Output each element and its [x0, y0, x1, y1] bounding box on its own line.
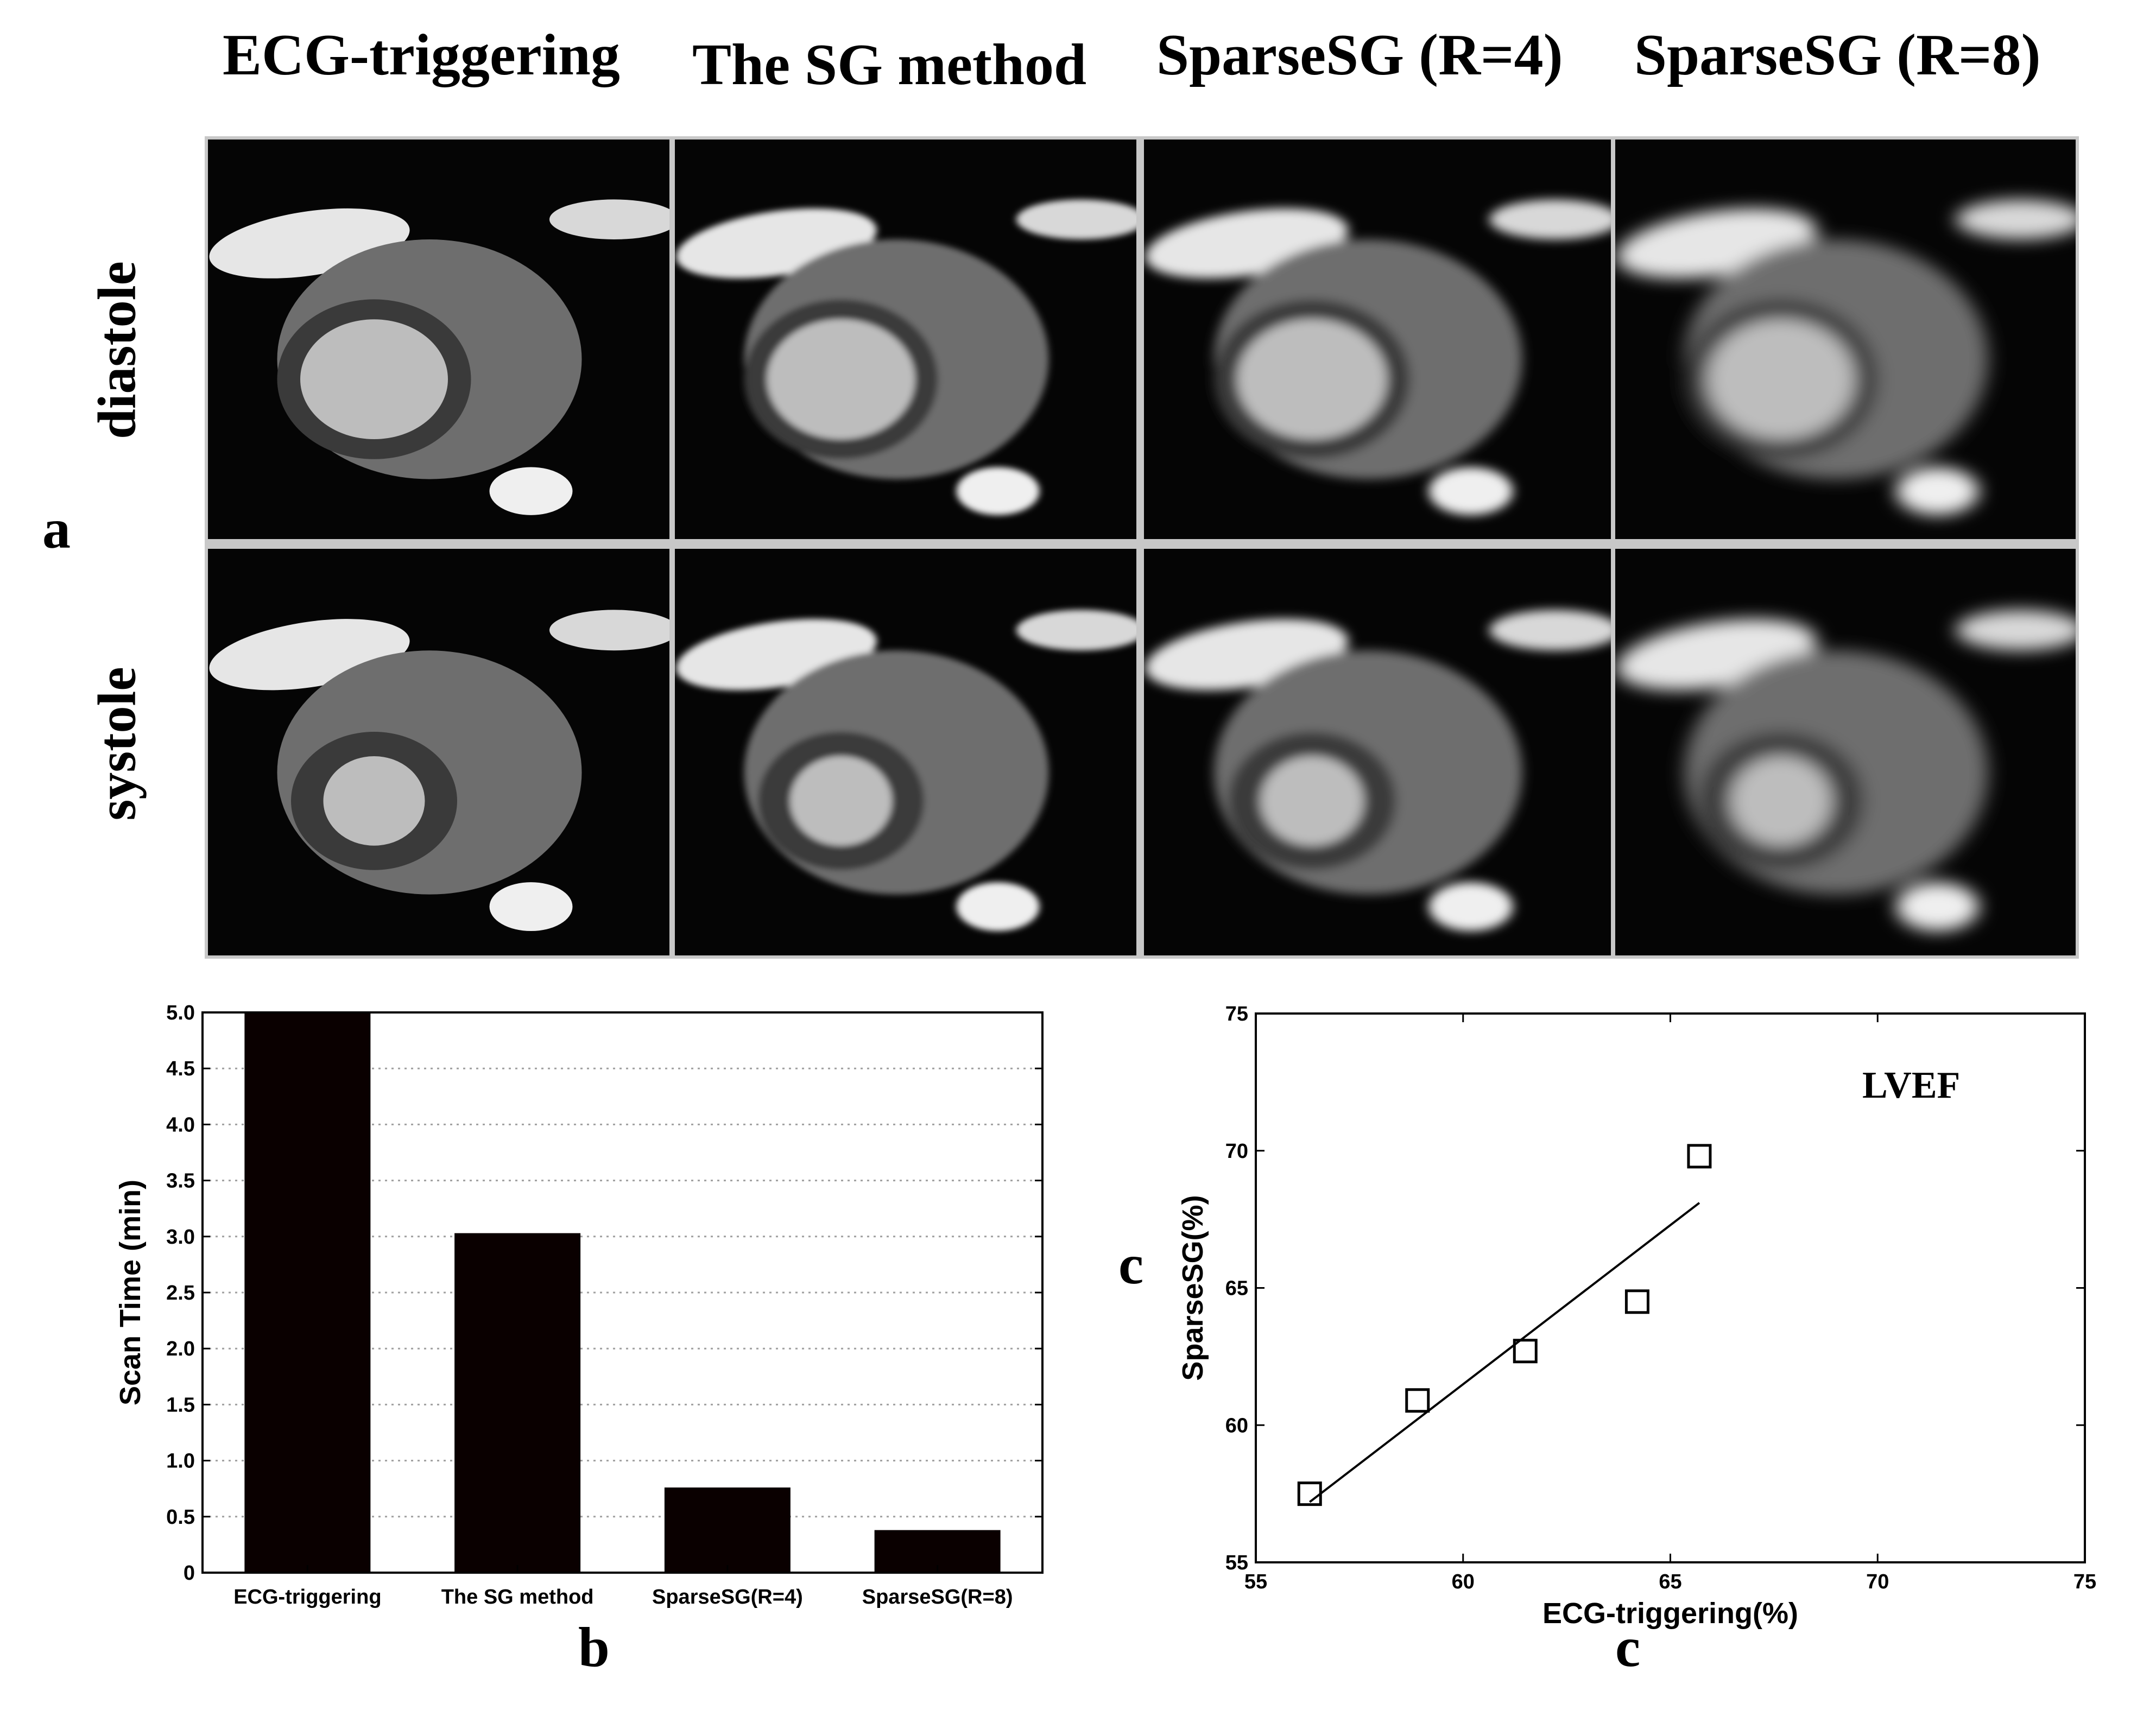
x-tick-label: 65 — [1659, 1570, 1681, 1593]
ventricle-blood-shape — [1261, 756, 1364, 846]
column-title-ecg-triggering: ECG-triggering — [223, 23, 620, 87]
plot-frame — [1255, 1012, 2086, 1563]
x-tick-label: ECG-triggering — [233, 1586, 381, 1608]
aorta-shape — [489, 467, 573, 515]
x-tick-label: The SG method — [441, 1586, 594, 1608]
mri-illustration — [676, 199, 1136, 515]
aorta-shape — [489, 882, 573, 932]
panel-label-c-left: c — [1118, 1233, 1144, 1296]
aorta-shape — [1428, 882, 1513, 932]
mri-illustration — [1145, 610, 1611, 932]
bar — [454, 1233, 581, 1573]
mri-image-sg-systole — [675, 549, 1136, 955]
mri-illustration — [209, 199, 669, 515]
chest-wall-shape — [1489, 610, 1611, 651]
y-tick-label: 2.0 — [166, 1338, 195, 1360]
y-tick-label: 55 — [1225, 1551, 1248, 1574]
column-title-sparsesg-r4: SparseSG (R=4) — [1156, 23, 1563, 87]
ventricle-blood-shape — [1237, 319, 1387, 439]
y-tick-label: 60 — [1225, 1414, 1248, 1437]
regression-line — [1309, 1202, 1700, 1503]
chest-wall-shape — [549, 199, 669, 239]
chest-wall-shape — [1016, 610, 1136, 651]
data-point — [1624, 1289, 1649, 1314]
mri-image-sparsesg-r8-diastole — [1615, 140, 2076, 539]
mri-illustration — [676, 610, 1136, 932]
y-tick-label: 1.5 — [166, 1394, 195, 1416]
lvef-scatter-chart-svg: 55 60 65 70 75 55 60 65 70 75 LVEF ECG-triggering(%… — [1177, 1003, 2096, 1630]
data-point — [1405, 1388, 1430, 1413]
ventricle-blood-shape — [323, 756, 425, 846]
panel-label-c-bottom: c — [1615, 1616, 1641, 1679]
x-tick-label: SparseSG(R=8) — [862, 1586, 1013, 1608]
x-tick-label: 60 — [1452, 1570, 1475, 1593]
lvef-scatter-chart: 55 60 65 70 75 55 60 65 70 75 LVEF ECG-triggering(%… — [1177, 1003, 2096, 1630]
x-tick-label: 70 — [1866, 1570, 1889, 1593]
mri-illustration — [1145, 199, 1611, 515]
bar — [244, 1012, 371, 1573]
y-tick-label: 3.0 — [166, 1226, 195, 1249]
chest-wall-shape — [1956, 610, 2076, 651]
chest-wall-shape — [549, 610, 669, 651]
ventricle-blood-shape — [1730, 756, 1832, 846]
mri-illustration — [1616, 610, 2076, 932]
chest-wall-shape — [1956, 199, 2076, 239]
column-title-sparsesg-r8: SparseSG (R=8) — [1634, 23, 2041, 87]
mri-illustration — [209, 610, 669, 932]
x-tick-label: 75 — [2073, 1570, 2096, 1593]
mri-image-grid — [205, 136, 2079, 959]
y-axis-label: SparseSG(%) — [1177, 1195, 1209, 1380]
panel-label-b: b — [578, 1616, 610, 1679]
y-tick-label: 70 — [1225, 1140, 1248, 1163]
y-tick-label: 75 — [1225, 1003, 1248, 1025]
data-point — [1513, 1339, 1538, 1364]
ventricle-blood-shape — [790, 756, 892, 846]
chest-wall-shape — [1489, 199, 1611, 239]
ventricle-blood-shape — [1707, 319, 1855, 439]
y-tick-label: 5.0 — [166, 1002, 195, 1024]
mri-image-ecg-diastole — [208, 140, 669, 539]
lvef-annotation: LVEF — [1862, 1065, 1960, 1106]
aorta-shape — [1896, 467, 1979, 515]
data-point — [1297, 1481, 1322, 1506]
mri-image-sparsesg-r4-diastole — [1144, 140, 1611, 539]
mri-image-sparsesg-r4-systole — [1144, 549, 1611, 955]
y-axis-label: Scan Time (min) — [114, 1180, 147, 1405]
plot-frame — [201, 1011, 1044, 1574]
chest-wall-shape — [1016, 199, 1136, 239]
x-axis-label: ECG-triggering(%) — [1542, 1597, 1798, 1630]
aorta-shape — [1896, 882, 1979, 932]
aorta-shape — [956, 467, 1040, 515]
y-tick-label: 1.0 — [166, 1450, 195, 1473]
y-tick-label: 0 — [184, 1562, 195, 1585]
ventricle-blood-shape — [300, 319, 448, 439]
y-tick-label: 0.5 — [166, 1506, 195, 1529]
mri-image-ecg-systole — [208, 549, 669, 955]
x-tick-label: 55 — [1244, 1570, 1267, 1593]
y-tick-label: 4.0 — [166, 1113, 195, 1136]
scan-time-bar-chart: 0 0.5 1.0 1.5 2.0 2.5 3.0 3.5 4.0 4.5 5.0 ECG-trigg… — [0, 0, 1075, 1629]
mri-illustration — [1616, 199, 2076, 515]
y-tick-label: 2.5 — [166, 1282, 195, 1304]
y-tick-label: 4.5 — [166, 1057, 195, 1080]
mri-image-sparsesg-r8-systole — [1615, 549, 2076, 955]
scan-time-bar-chart-svg: 0 0.5 1.0 1.5 2.0 2.5 3.0 3.5 4.0 4.5 5.0 ECG-trigg… — [114, 1002, 1044, 1608]
panel-label-a: a — [42, 498, 71, 560]
mri-image-sg-diastole — [675, 140, 1136, 539]
data-point — [1687, 1144, 1712, 1169]
aorta-shape — [956, 882, 1040, 932]
column-title-sg-method: The SG method — [692, 33, 1087, 97]
y-tick-label: 65 — [1225, 1277, 1248, 1300]
x-tick-label: SparseSG(R=4) — [652, 1586, 803, 1608]
ventricle-blood-shape — [767, 319, 915, 439]
bar — [664, 1487, 791, 1573]
y-tick-label: 3.5 — [166, 1170, 195, 1193]
aorta-shape — [1428, 467, 1513, 515]
